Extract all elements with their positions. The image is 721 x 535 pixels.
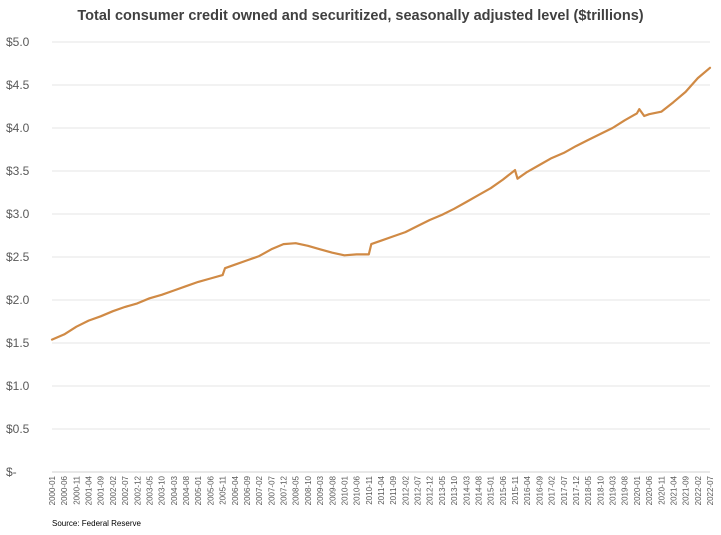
x-tick-label: 2020-11	[657, 475, 666, 504]
y-tick-label: $4.0	[6, 121, 30, 135]
y-tick-label: $4.5	[6, 78, 30, 92]
x-tick-label: 2009-08	[328, 475, 337, 505]
x-tick-label: 2007-02	[255, 475, 264, 505]
x-tick-label: 2013-10	[450, 475, 459, 505]
x-tick-label: 2012-02	[401, 475, 410, 505]
y-tick-label: $0.5	[6, 422, 30, 436]
x-tick-label: 2019-08	[621, 475, 630, 505]
chart-title: Total consumer credit owned and securiti…	[77, 8, 644, 24]
x-tick-label: 2021-09	[682, 475, 691, 505]
x-tick-label: 2017-12	[572, 475, 581, 505]
x-tick-label: 2006-04	[231, 475, 240, 505]
x-tick-label: 2004-03	[170, 475, 179, 505]
y-tick-label: $-	[6, 465, 17, 479]
gridlines	[52, 41, 710, 473]
x-tick-label: 2011-04	[377, 475, 386, 504]
x-tick-label: 2007-12	[280, 475, 289, 505]
y-tick-label: $2.5	[6, 250, 30, 264]
x-tick-label: 2015-11	[511, 475, 520, 504]
x-tick-label: 2002-12	[133, 475, 142, 505]
x-tick-label: 2011-09	[389, 475, 398, 504]
x-tick-label: 2001-09	[97, 475, 106, 505]
x-tick-label: 2001-04	[85, 475, 94, 505]
x-tick-label: 2010-11	[365, 475, 374, 504]
x-tick-label: 2003-10	[158, 475, 167, 505]
x-tick-label: 2007-07	[267, 475, 276, 505]
y-axis-ticks: $- $0.5 $1.0 $1.5 $2.0 $2.5 $3.0 $3.5 $4.0 $4.5 $5…	[6, 35, 30, 479]
x-tick-label: 2010-01	[340, 475, 349, 505]
x-tick-label: 2019-03	[609, 475, 618, 505]
x-tick-label: 2010-06	[353, 475, 362, 505]
y-tick-label: $1.0	[6, 379, 30, 393]
x-tick-label: 2004-08	[182, 475, 191, 505]
x-tick-label: 2015-06	[499, 475, 508, 505]
y-tick-label: $3.0	[6, 207, 30, 221]
x-tick-label: 2005-01	[194, 475, 203, 505]
x-tick-label: 2008-10	[304, 475, 313, 505]
x-axis-ticks: 2000-01 2000-06 2000-11 2001-04 2001-09 2002-…	[48, 475, 715, 505]
x-tick-label: 2017-07	[560, 475, 569, 505]
x-tick-label: 2012-07	[414, 475, 423, 505]
x-tick-label: 2018-05	[584, 475, 593, 505]
x-tick-label: 2020-06	[645, 475, 654, 505]
y-tick-label: $1.5	[6, 336, 30, 350]
x-tick-label: 2014-08	[474, 475, 483, 505]
x-tick-label: 2000-06	[60, 475, 69, 505]
x-tick-label: 2022-07	[706, 475, 715, 505]
x-tick-label: 2012-12	[426, 475, 435, 505]
x-tick-label: 2006-09	[243, 475, 252, 505]
x-tick-label: 2005-06	[206, 475, 215, 505]
x-tick-label: 2009-03	[316, 475, 325, 505]
x-tick-label: 2000-11	[72, 475, 81, 504]
x-tick-label: 2020-01	[633, 475, 642, 505]
series-layer	[50, 66, 712, 341]
y-tick-label: $5.0	[6, 35, 30, 49]
x-tick-label: 2022-02	[694, 475, 703, 505]
x-tick-label: 2015-01	[487, 475, 496, 505]
chart-source-note: Source: Federal Reserve	[52, 519, 141, 528]
x-tick-label: 2005-11	[219, 475, 228, 504]
x-tick-label: 2016-09	[535, 475, 544, 505]
y-tick-label: $3.5	[6, 164, 30, 178]
x-tick-label: 2017-02	[548, 475, 557, 505]
x-tick-label: 2021-04	[669, 475, 678, 505]
x-tick-label: 2014-03	[462, 475, 471, 505]
x-tick-label: 2008-05	[292, 475, 301, 505]
series-line	[50, 66, 712, 341]
x-tick-label: 2003-05	[145, 475, 154, 505]
x-tick-label: 2016-04	[523, 475, 532, 505]
x-tick-label: 2018-10	[596, 475, 605, 505]
x-tick-label: 2002-02	[109, 475, 118, 505]
x-tick-label: 2013-05	[438, 475, 447, 505]
x-tick-label: 2002-07	[121, 475, 130, 505]
y-tick-label: $2.0	[6, 293, 30, 307]
x-tick-label: 2000-01	[48, 475, 57, 505]
